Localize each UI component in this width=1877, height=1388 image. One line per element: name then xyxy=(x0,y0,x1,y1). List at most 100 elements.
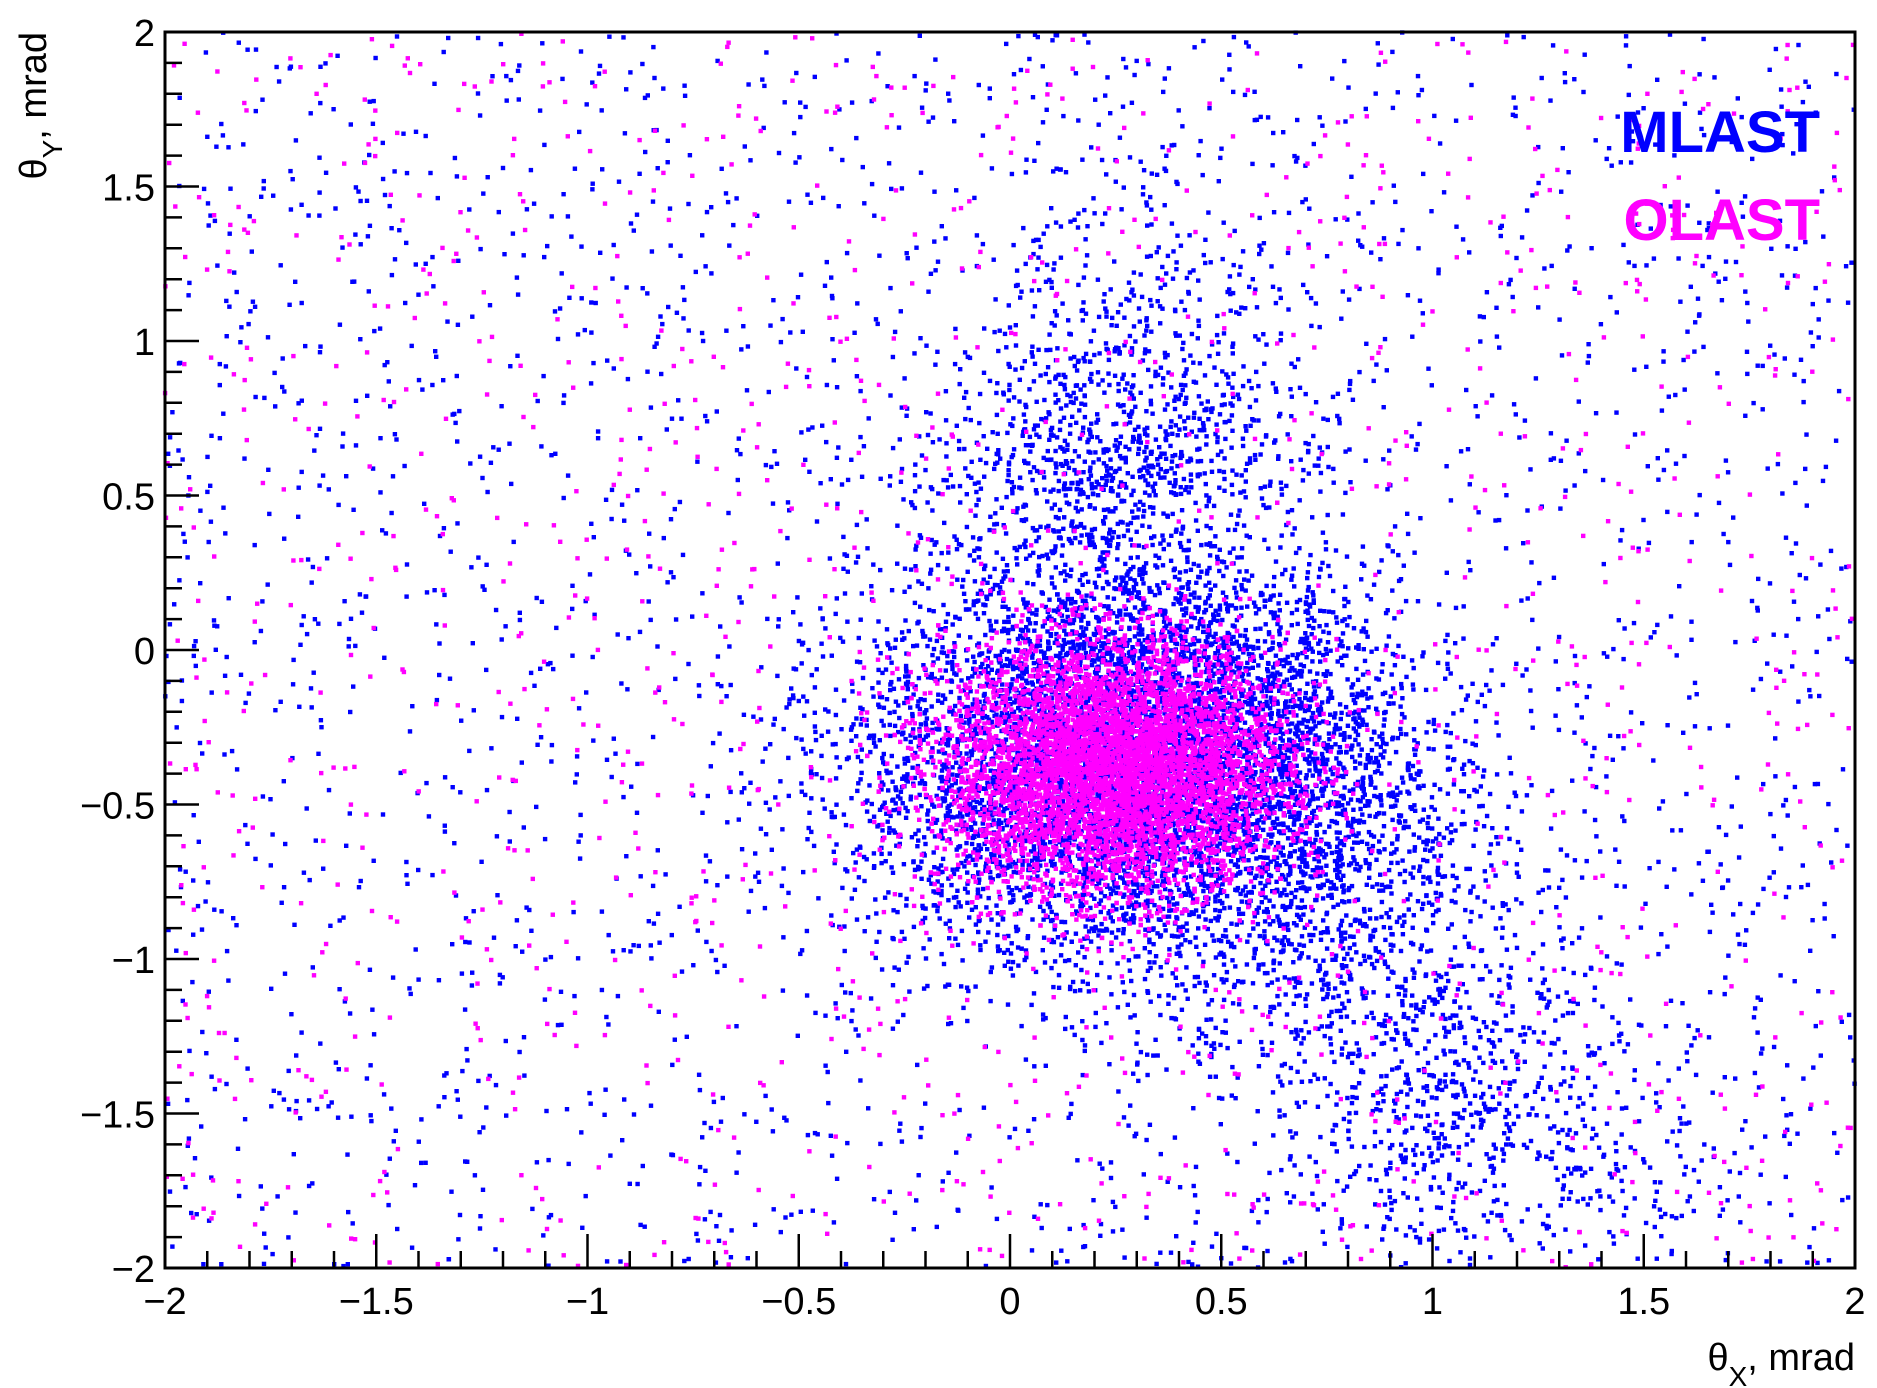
data-point xyxy=(191,643,197,649)
data-point xyxy=(690,614,695,619)
data-point xyxy=(1733,639,1738,645)
data-point xyxy=(538,735,544,740)
data-point xyxy=(1097,901,1102,907)
data-point xyxy=(1381,811,1387,816)
data-point xyxy=(1292,153,1297,159)
data-point xyxy=(542,142,547,148)
data-point xyxy=(1403,1233,1409,1238)
data-point xyxy=(243,822,248,828)
data-point xyxy=(174,725,179,730)
data-point xyxy=(1277,1114,1282,1119)
data-point xyxy=(946,1021,951,1027)
data-point xyxy=(1392,1098,1397,1103)
data-point xyxy=(1133,863,1139,869)
data-point xyxy=(1324,971,1329,976)
data-point xyxy=(1158,1250,1163,1255)
data-point xyxy=(1573,1131,1579,1136)
data-point xyxy=(1537,1203,1543,1208)
data-point xyxy=(1586,1075,1591,1081)
data-point xyxy=(388,404,393,409)
data-point xyxy=(1184,627,1189,632)
data-point xyxy=(1529,560,1534,565)
data-point xyxy=(1060,463,1065,468)
data-point xyxy=(1778,669,1783,674)
data-point xyxy=(1093,485,1098,490)
data-point xyxy=(1318,865,1324,870)
data-point xyxy=(1213,916,1218,921)
data-point xyxy=(901,774,907,779)
data-point xyxy=(549,214,554,219)
data-point xyxy=(1278,672,1283,677)
data-point xyxy=(1311,600,1316,605)
data-point xyxy=(1275,977,1280,982)
data-point xyxy=(333,1060,339,1065)
data-point xyxy=(1141,1172,1146,1177)
data-point xyxy=(1073,608,1079,614)
data-point xyxy=(1123,444,1128,449)
data-point xyxy=(1392,850,1397,855)
data-point xyxy=(347,811,352,816)
data-point xyxy=(1078,387,1083,392)
data-point xyxy=(1333,957,1338,962)
data-point xyxy=(1479,692,1484,697)
data-point xyxy=(205,201,211,206)
data-point xyxy=(1340,618,1345,624)
data-point xyxy=(1369,961,1375,967)
data-point xyxy=(567,295,572,300)
data-point xyxy=(475,35,481,41)
data-point xyxy=(1739,200,1744,205)
data-point xyxy=(1354,833,1359,839)
data-point xyxy=(1454,1186,1459,1192)
data-point xyxy=(1400,858,1405,863)
data-point xyxy=(1158,467,1163,472)
data-point xyxy=(1568,998,1573,1004)
data-point xyxy=(805,192,810,197)
data-point xyxy=(217,361,222,367)
data-point xyxy=(1447,1258,1452,1264)
data-point xyxy=(1536,144,1541,150)
data-point xyxy=(1604,954,1610,959)
data-point xyxy=(1331,610,1336,615)
data-point xyxy=(1635,1256,1640,1261)
data-point xyxy=(990,430,995,435)
data-point xyxy=(713,1260,719,1265)
data-point xyxy=(1177,1036,1183,1042)
data-point xyxy=(1317,324,1322,330)
data-point xyxy=(372,328,377,334)
data-point xyxy=(1804,432,1809,437)
data-point xyxy=(700,1135,705,1140)
data-point xyxy=(1030,354,1035,359)
data-point xyxy=(1179,452,1184,457)
data-point xyxy=(1381,1040,1387,1046)
data-point xyxy=(453,893,459,898)
data-point xyxy=(342,599,347,604)
data-point xyxy=(1420,311,1425,316)
data-point xyxy=(337,987,342,992)
data-point xyxy=(1190,1262,1195,1267)
data-point xyxy=(1443,729,1448,735)
data-point xyxy=(1379,1086,1384,1091)
data-point xyxy=(682,93,688,98)
data-point xyxy=(1318,930,1324,936)
data-point xyxy=(365,393,370,398)
data-point xyxy=(350,1221,355,1226)
data-point xyxy=(1279,891,1285,896)
data-point xyxy=(1699,126,1704,132)
data-point xyxy=(1388,1166,1393,1171)
data-point xyxy=(1668,614,1674,619)
data-point xyxy=(660,321,665,327)
data-point xyxy=(209,1175,214,1180)
data-point xyxy=(821,195,826,201)
data-point xyxy=(1174,527,1179,532)
data-point xyxy=(645,93,650,98)
data-point xyxy=(423,261,428,266)
data-point xyxy=(1232,527,1238,533)
data-point xyxy=(1444,971,1449,977)
data-point xyxy=(1506,282,1512,287)
data-point xyxy=(680,552,686,558)
data-point xyxy=(1327,573,1333,579)
data-point xyxy=(1447,1176,1452,1182)
data-point xyxy=(1516,874,1521,879)
data-point xyxy=(1640,721,1645,726)
data-point xyxy=(1542,977,1547,982)
